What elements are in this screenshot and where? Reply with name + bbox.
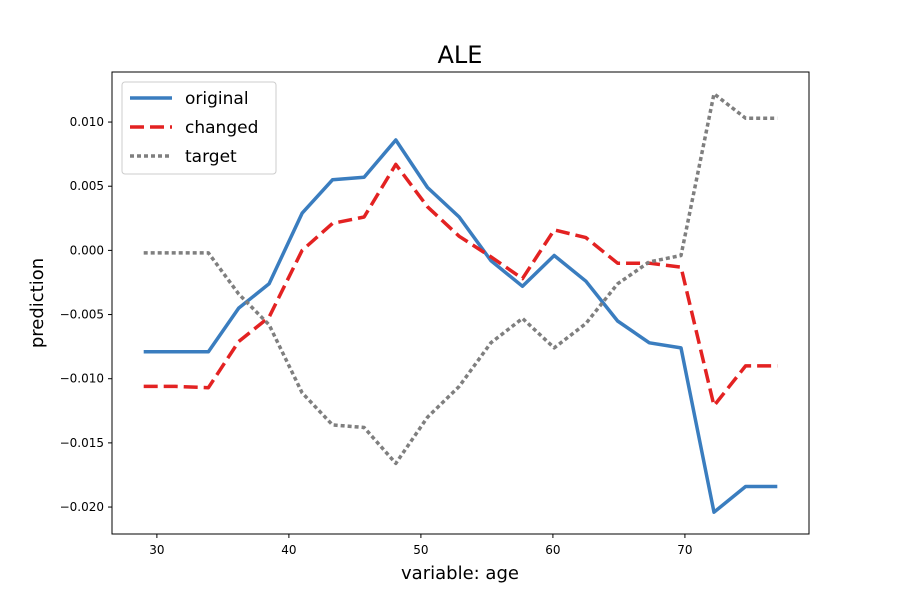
y-tick-label: −0.010 — [60, 372, 104, 386]
legend-label-changed: changed — [185, 118, 258, 138]
x-tick-label: 40 — [281, 543, 296, 557]
y-tick-label: −0.020 — [60, 500, 104, 514]
series-line-target — [143, 92, 778, 466]
x-axis: 30 40 50 60 70 — [149, 534, 693, 557]
series-layer — [143, 92, 778, 514]
legend-label-original: original — [185, 89, 249, 109]
y-tick-label: 0.000 — [70, 243, 104, 257]
legend-label-target: target — [185, 147, 237, 167]
y-tick-label: 0.010 — [70, 115, 104, 129]
x-tick-label: 70 — [677, 543, 692, 557]
y-axis-title: prediction — [27, 258, 48, 348]
series-line-original — [143, 138, 778, 514]
chart-title: ALE — [438, 41, 483, 69]
series-line-changed — [143, 162, 778, 408]
x-tick-label: 60 — [545, 543, 560, 557]
y-axis: −0.020 −0.015 −0.010 −0.005 0.000 0.005 0.010 — [60, 115, 112, 514]
x-axis-title: variable: age — [401, 563, 519, 584]
x-tick-label: 30 — [149, 543, 164, 557]
legend: original changed target — [121, 81, 277, 175]
legend-box — [121, 81, 277, 175]
y-tick-label: −0.005 — [60, 308, 104, 322]
y-tick-label: −0.015 — [60, 436, 104, 450]
y-tick-label: 0.005 — [70, 179, 104, 193]
x-tick-label: 50 — [413, 543, 428, 557]
